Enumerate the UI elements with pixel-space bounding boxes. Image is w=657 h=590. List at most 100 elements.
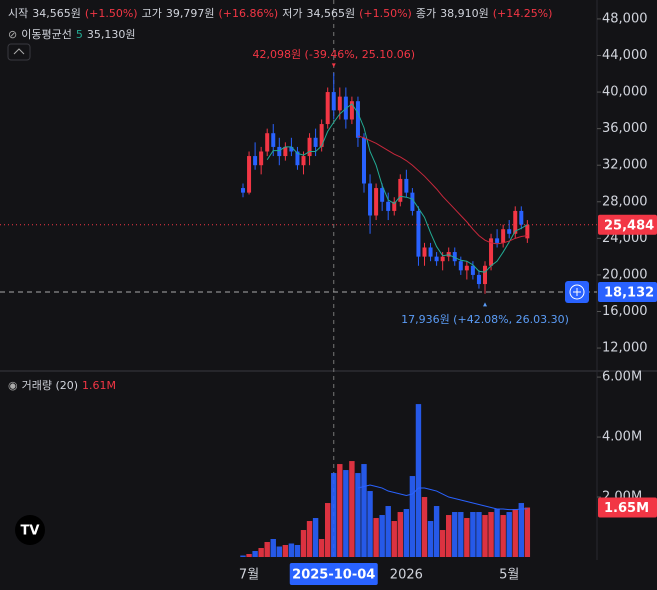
candle-body [519,210,524,225]
candle-body [301,156,306,166]
header-change: (+16.86%) [218,7,279,20]
volume-bar [258,548,264,557]
candle-body [277,146,282,157]
price-badge-label: 25,484 [604,218,654,233]
candle-body [452,252,457,262]
header-change: (+1.50%) [359,7,412,20]
y-tick-label: 16,000 [602,304,648,319]
volume-bar [288,543,295,557]
header-label: 저가 [282,7,303,20]
y-tick-label: 32,000 [602,158,648,173]
volume-bar [343,470,349,557]
header-change: (+1.50%) [84,7,138,20]
volume-bar [415,404,422,557]
candle-body [464,265,469,271]
candle-body [271,133,276,147]
candle-body [501,229,506,243]
x-tick-label: 2026 [390,568,423,583]
volume-bar [300,530,307,557]
volume-bar [337,464,343,557]
volume-bar [488,512,494,557]
candle-body [253,156,258,166]
y-tick-label: 28,000 [602,194,648,209]
candle-body [349,101,354,120]
candle-body [458,261,463,271]
x-tick-label: 2025-10-04 [292,568,375,583]
candle-body [374,188,379,216]
header-value: 39,797원 [165,7,215,20]
volume-bar [458,512,464,557]
add-icon [573,287,581,296]
y-tick-label: 12,000 [602,341,648,356]
volume-bar [476,512,482,557]
candle-body [476,274,481,285]
volume-bar [464,518,470,557]
indicator-legend: ⊘ 이동평균선 5 35,130원 [8,26,139,42]
candle-body [489,238,494,266]
candle-body [289,146,294,152]
volume-legend: ◉ 거래량 (20) 1.61M [8,377,120,393]
header-value: 34,565원 [306,7,356,20]
volume-bar [312,518,319,557]
moving-average [357,135,528,245]
volume-bar [361,464,367,557]
y-tick-label: 20,000 [602,267,648,282]
volume-bar [403,509,410,557]
y-tick-label: 48,000 [602,11,648,26]
header-value: 34,565원 [32,7,81,20]
annotation: 42,098원 (-39.46%, 25.10.06) [252,48,415,61]
candle-body [355,101,360,138]
volume-bar [506,512,512,557]
volume-bar [349,461,355,557]
collapse-icon [13,48,25,55]
volume-name: 거래량 (20) [21,379,79,392]
candle-body [313,137,318,147]
header-label: 종가 [415,7,437,20]
y-tick-label: 40,000 [602,85,648,100]
volume-bar [494,509,500,557]
candle-body [241,188,245,193]
indicator-value: 35,130원 [86,28,136,41]
annotation: 17,936원 (+42.08%, 26.03.30) [401,313,569,326]
y-tick-label: 44,000 [602,48,648,63]
candle-body [513,210,518,234]
ohlc-header: 시작 34,565원 (+1.50%) 고가 39,797원 (+16.86%) 저가 34,… [8,5,556,21]
volume-bar [446,515,452,557]
indicator-param: 5 [75,28,83,41]
price-badge-label: 18,132 [604,285,654,300]
candle-body [331,92,336,111]
candle-body [483,265,487,285]
volume-bar [270,539,276,557]
volume-bar [452,512,458,557]
candle-body [259,151,264,166]
volume-bar [373,518,379,557]
collapse-button[interactable] [7,43,31,61]
volume-bar [409,476,416,557]
volume-bar [246,554,252,557]
volume-bar [391,521,397,557]
indicator-name: 이동평균선 [21,28,72,41]
volume-bar [470,512,476,557]
y-tick-label: 4.00M [602,430,642,445]
volume-bar [524,507,531,557]
x-tick-label: 5월 [499,568,519,583]
header-change: (+14.25%) [492,7,553,20]
candle-body [325,92,330,125]
y-tick-label: 6.00M [602,370,642,385]
volume-bar [421,497,428,557]
volume-bar [397,512,403,557]
candle-body [428,247,433,257]
icon: ◉ [8,379,18,392]
volume-badge [598,497,657,518]
volume-bar [433,506,440,557]
candle-body [470,265,475,275]
volume-bar [282,545,289,557]
volume-bar [500,515,506,557]
logo [15,515,45,545]
candle-body [337,96,342,111]
moving-average [266,103,528,273]
candle-body [416,210,421,257]
volume-bar [325,503,331,557]
